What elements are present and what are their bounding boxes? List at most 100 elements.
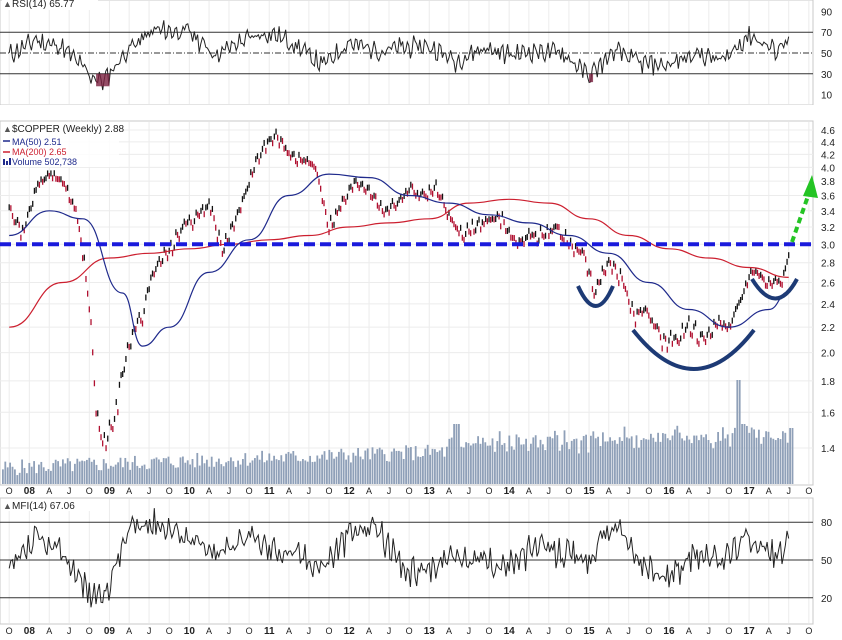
volume-bar <box>261 450 263 484</box>
volume-bar <box>482 437 484 484</box>
left-shoulder-arc <box>576 285 615 308</box>
ytick-mfi: 20 <box>821 594 833 605</box>
volume-bar <box>160 462 163 484</box>
rsi-line <box>8 20 790 91</box>
volume-bar <box>700 434 703 484</box>
rsi-plot <box>0 20 813 91</box>
x-tick-labels: O O 08 08 A A J J O O 09 09 A A J J O O 10 10 A A J J O O 11 11 A A J J… <box>6 486 813 637</box>
volume-bar <box>647 439 650 484</box>
volume-bar <box>280 455 283 484</box>
volume-bar <box>203 463 206 484</box>
ma50-legend: MA(50) 2.51 <box>12 137 62 147</box>
volume-bar <box>645 439 647 484</box>
volume-bar <box>669 440 671 484</box>
volume-bar <box>357 448 359 484</box>
volume-bar <box>172 465 175 484</box>
volume-bar <box>518 437 520 484</box>
volume-bar <box>23 467 26 484</box>
volume-bar <box>496 441 499 484</box>
volume-bar <box>321 454 323 484</box>
volume-bar <box>129 469 131 484</box>
volume-bar <box>340 448 343 484</box>
xtick-mfi: A <box>526 626 532 635</box>
volume-bar <box>664 433 667 484</box>
volume-bar <box>414 446 417 484</box>
volume-bar <box>131 462 134 484</box>
volume-bar <box>369 459 371 484</box>
volume-bar <box>623 426 626 484</box>
volume-bar <box>345 459 347 484</box>
volume-bar <box>712 448 715 484</box>
volume-bar <box>282 461 285 484</box>
volume-bar <box>162 458 165 484</box>
xtick-mfi: A <box>606 626 612 635</box>
volume-swatch <box>9 158 11 165</box>
volume-bar <box>263 462 266 484</box>
volume-bar <box>74 463 76 484</box>
xtick-price: J <box>707 486 712 496</box>
volume-bar <box>659 441 662 484</box>
ytick-price: 1.4 <box>821 444 835 455</box>
xtick-price: J <box>307 486 312 496</box>
volume-bar <box>750 427 753 484</box>
ytick-price: 3.0 <box>821 240 835 251</box>
xtick-mfi: J <box>707 626 712 635</box>
volume-bar <box>86 459 88 484</box>
volume-bar <box>789 428 791 484</box>
volume-bar <box>318 458 321 484</box>
volume-bar <box>770 437 772 484</box>
volume-bar <box>102 459 105 484</box>
volume-bar <box>76 458 79 484</box>
xtick-price: O <box>486 486 493 496</box>
volume-bar <box>678 432 681 484</box>
volume-bar <box>501 444 503 484</box>
volume-bar <box>407 447 410 484</box>
volume-bar <box>515 434 518 484</box>
volume-bar <box>498 431 501 484</box>
volume-bar <box>88 457 91 484</box>
volume-bar <box>210 456 213 484</box>
volume-bar <box>436 451 439 484</box>
volume-bar <box>599 446 602 484</box>
volume-bar <box>736 380 739 484</box>
price-legend: ▲ $COPPER (Weekly) 2.88 MA(50) 2.51 MA(2… <box>1 122 125 167</box>
ytick-price: 1.8 <box>821 377 835 388</box>
volume-bar <box>738 380 741 484</box>
volume-bar <box>347 455 350 484</box>
volume-bar <box>419 456 422 484</box>
volume-bar <box>273 455 275 484</box>
volume-bar <box>6 467 9 484</box>
ytick-price: 2.2 <box>821 323 835 334</box>
volume-bar <box>362 459 364 484</box>
volume-bar <box>294 455 297 484</box>
volume-bar <box>460 446 463 484</box>
volume-bar <box>434 449 436 484</box>
volume-bar <box>626 437 628 484</box>
price-title: $COPPER (Weekly) 2.88 <box>12 124 125 135</box>
xtick-price: 08 <box>24 486 36 497</box>
volume-bar <box>184 462 187 484</box>
volume-bar <box>194 467 196 484</box>
xtick-price: A <box>526 486 532 496</box>
xtick-mfi: 16 <box>663 626 675 635</box>
volume-bar <box>328 449 331 484</box>
volume-bar <box>105 463 107 484</box>
volume-bar <box>254 458 256 484</box>
volume-bar <box>724 438 727 484</box>
xtick-mfi: 13 <box>424 626 436 635</box>
volume-bar <box>256 455 259 484</box>
volume-bar <box>544 450 547 484</box>
volume-bar <box>16 475 19 484</box>
xtick-price: J <box>467 486 472 496</box>
volume-bar <box>28 462 31 484</box>
volume-bars <box>2 380 794 484</box>
volume-bar <box>508 435 511 484</box>
volume-bar <box>395 450 398 484</box>
volume-bar <box>333 458 335 484</box>
rsi-label: ▲ RSI(14) 65.77 <box>2 0 98 10</box>
volume-bar <box>630 436 633 484</box>
volume-bar <box>323 451 326 484</box>
volume-bar <box>772 438 775 484</box>
volume-bar <box>398 450 400 484</box>
volume-bar <box>510 446 513 484</box>
